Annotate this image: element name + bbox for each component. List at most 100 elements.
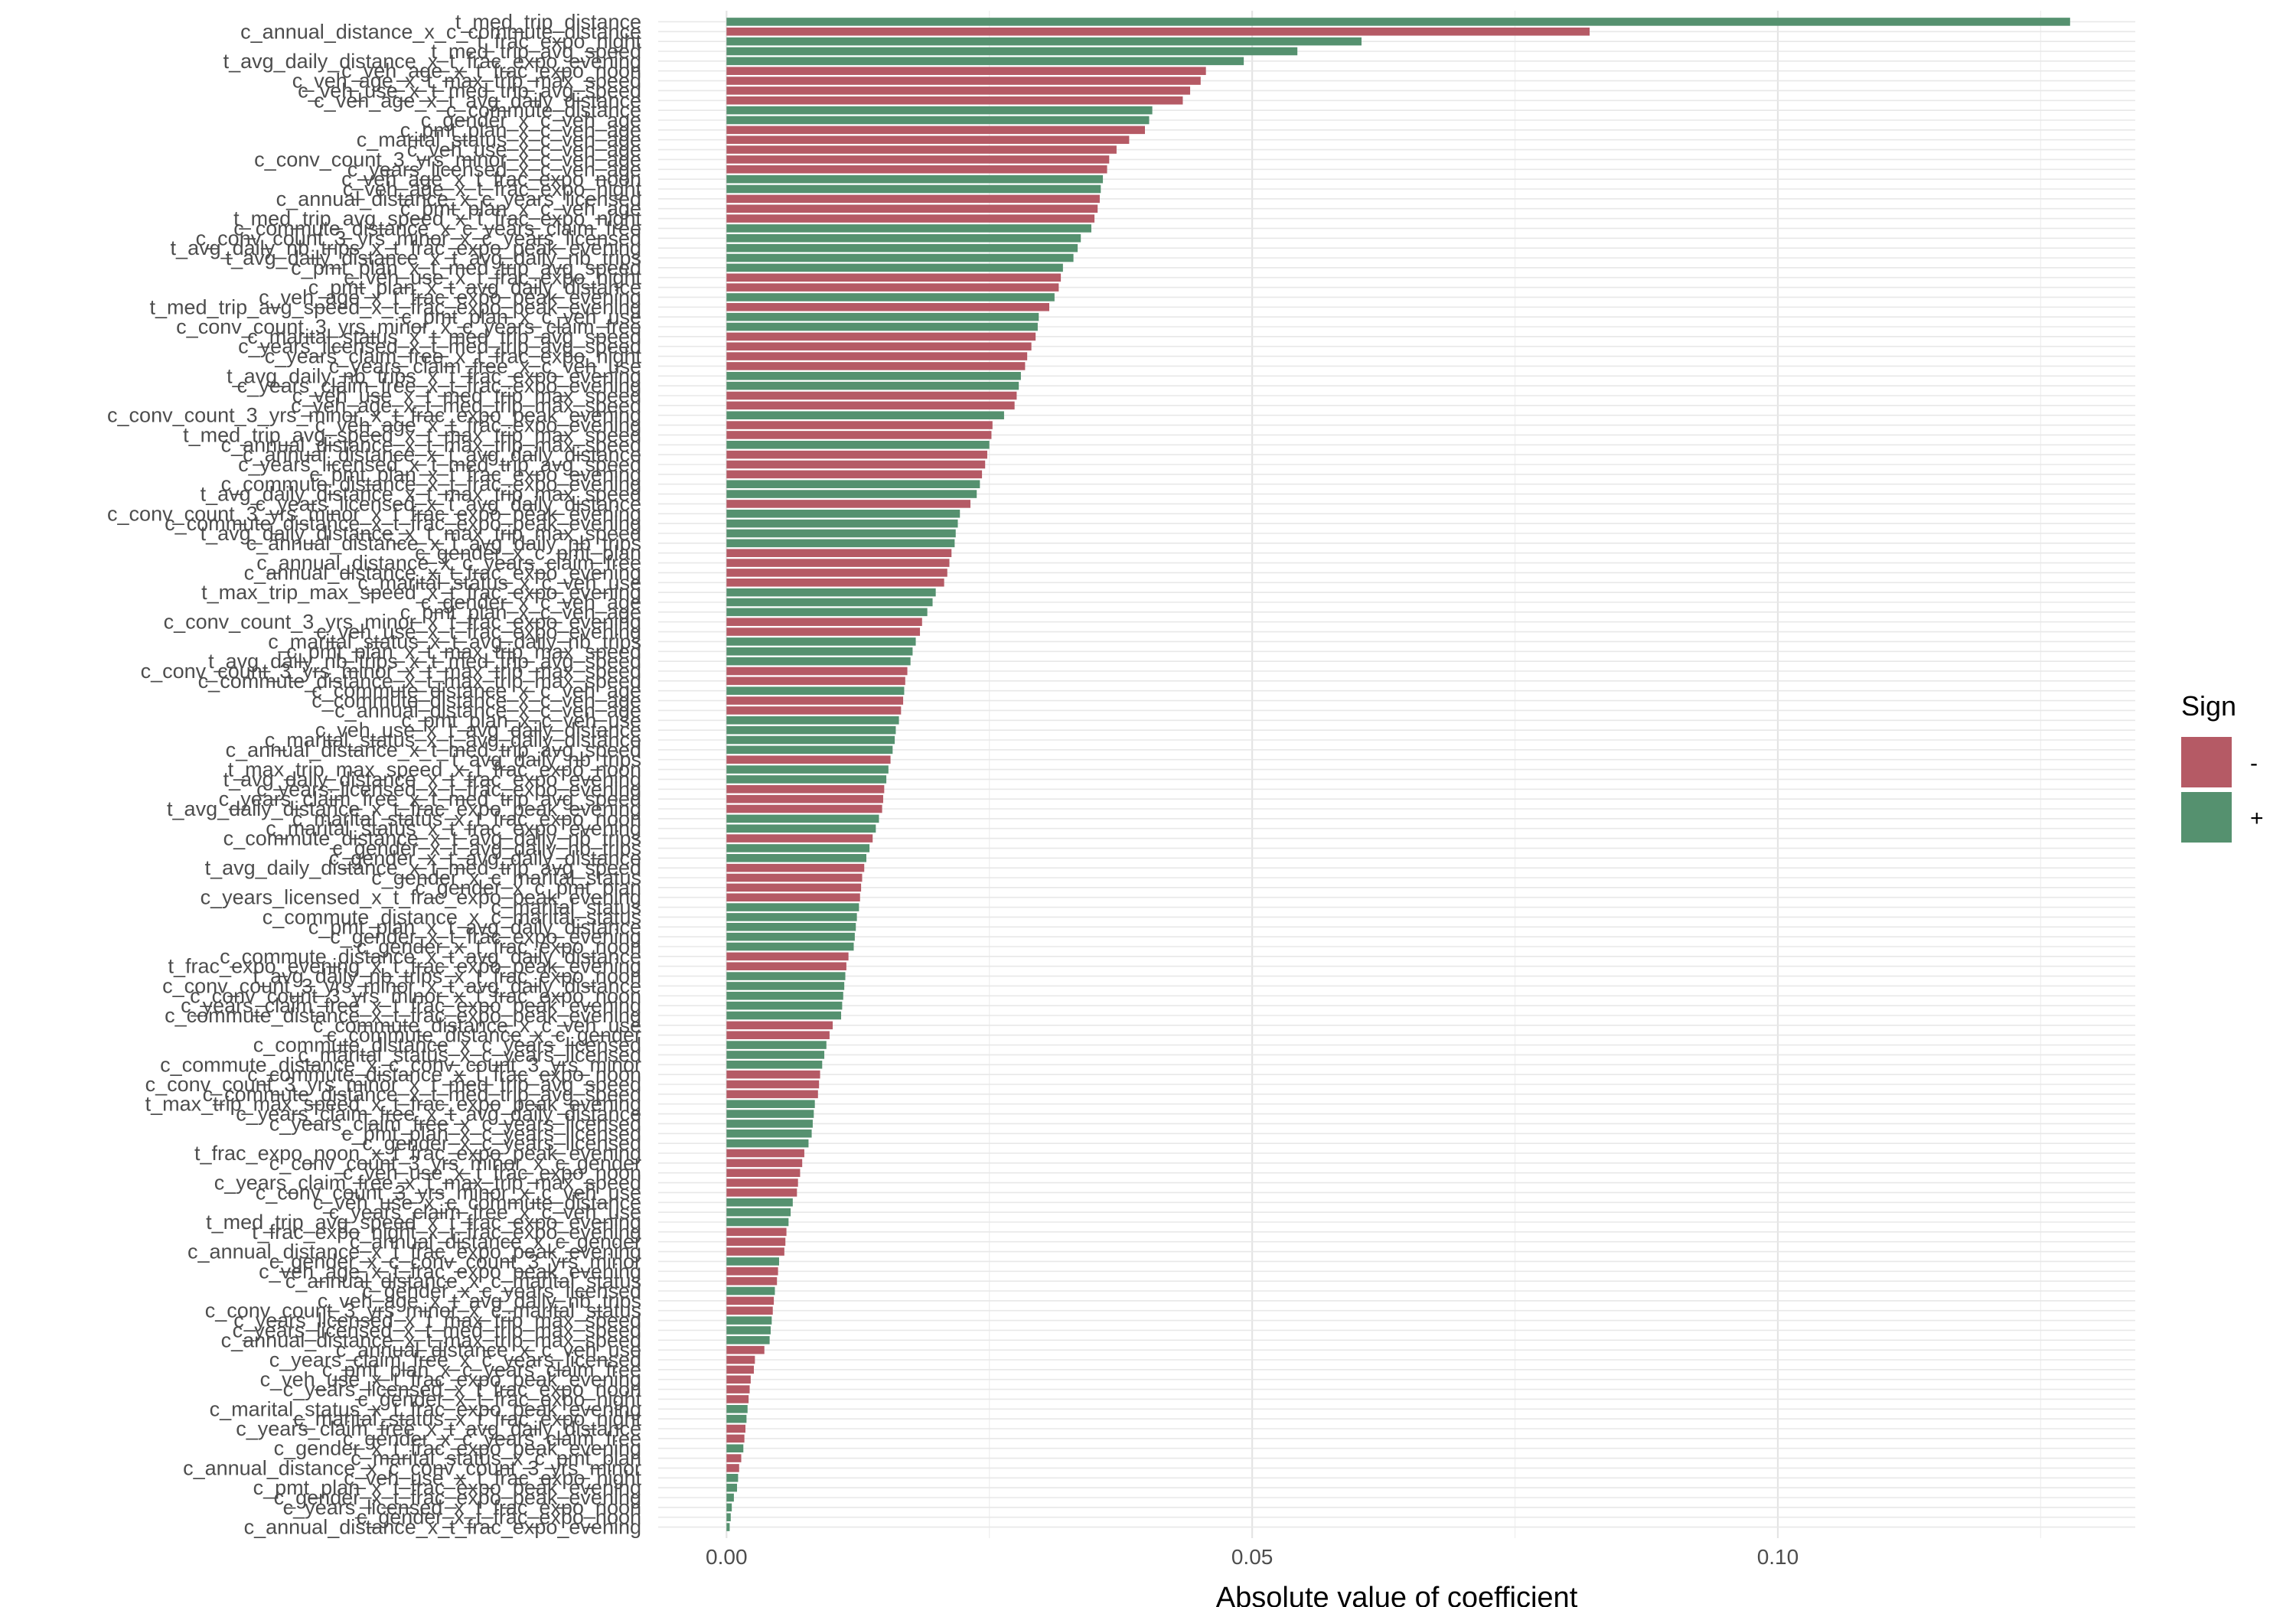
y-tick-label: c_annual_distance_x_t_max_trip_max_speed xyxy=(221,1328,641,1351)
coefficient-bar xyxy=(726,283,1059,292)
y-tick-label: c_marital_status xyxy=(491,896,641,919)
y-tick-label: c_years_claim_free_x_t_max_trip_max_spee… xyxy=(214,1172,641,1195)
y-tick-label: c_veh_use_x_c_veh_age xyxy=(407,139,641,161)
y-tick-label: c_veh_age_x_t_frac_expo_noon xyxy=(341,60,641,83)
coefficient-bar xyxy=(726,745,893,755)
y-tick-label: c_veh_age_x_t_avg_daily_nb_trips xyxy=(318,1289,641,1312)
y-tick-label: c_commute_distance_x_t_max_trip_max_spee… xyxy=(198,670,641,693)
coefficient-bar xyxy=(726,647,913,656)
y-tick-label: c_gender_x_t_frac_expo_noon xyxy=(357,1506,641,1529)
coefficient-bar xyxy=(726,253,1074,262)
y-tick-label: c_pmt_plan_x_t_avg_daily_distance xyxy=(308,915,641,938)
y-tick-label: c_commute_distance_x_c_veh_use xyxy=(313,1014,641,1037)
y-tick-label: c_conv_count_3_yrs_minor_x_t_avg_daily_d… xyxy=(162,974,641,997)
y-tick-label: c_marital_status_x_t_frac_expo_noon xyxy=(292,807,641,830)
y-tick-label: c_pmt_plan_x_c_veh_use xyxy=(401,305,641,328)
coefficient-bar xyxy=(726,391,1017,400)
y-tick-label: t_avg_daily_nb_trips_x_t_frac_expo_eveni… xyxy=(227,364,641,387)
coefficient-bar xyxy=(726,1424,746,1433)
coefficient-bar xyxy=(726,1139,809,1148)
y-tick-label: c_gender_x_c_marital_status xyxy=(371,866,641,889)
coefficient-bar xyxy=(726,696,904,705)
coefficient-bar xyxy=(726,1296,775,1305)
y-tick-label: t_med_trip_avg_speed_x_t_max_trip_max_sp… xyxy=(183,423,641,446)
coefficient-bar xyxy=(726,1493,734,1502)
coefficient-bar xyxy=(726,1336,770,1345)
coefficient-bar xyxy=(726,549,952,557)
coefficient-bar xyxy=(726,135,1130,144)
coefficient-bar xyxy=(726,735,895,745)
coefficient-bar xyxy=(726,1061,823,1069)
coefficient-bar xyxy=(726,293,1055,302)
y-tick-label: c_veh_age_x_t_frac_expo_peak_evening xyxy=(259,285,641,308)
y-tick-label: c_gender_x_t_avg_daily_nb_trips xyxy=(332,836,641,859)
y-tick-label: c_pmt_plan_x_t_med_trip_avg_speed xyxy=(291,256,641,279)
coefficient-bar xyxy=(726,579,944,587)
y-tick-label: c_gender_x_c_veh_age xyxy=(421,591,641,614)
coefficient-bar xyxy=(726,1444,744,1452)
coefficient-bar xyxy=(726,598,933,607)
coefficient-bar xyxy=(726,77,1201,85)
y-tick-label: c_veh_use_x_t_frac_expo_night xyxy=(344,266,641,289)
coefficient-bar xyxy=(726,1316,772,1325)
coefficient-bar xyxy=(726,312,1039,321)
coefficient-bar xyxy=(726,204,1098,213)
coefficient-bar xyxy=(726,755,891,764)
coefficient-bar xyxy=(726,883,862,892)
coefficient-bar xyxy=(726,588,936,597)
y-tick-label: t_frac_expo_night_x_t_frac_expo_evening xyxy=(252,1221,641,1244)
coefficient-bar xyxy=(726,1513,731,1521)
coefficient-bar xyxy=(726,1051,825,1059)
y-tick-label: c_pmt_plan_x_t_avg_daily_distance xyxy=(308,276,641,299)
coefficient-bar xyxy=(726,263,1063,272)
x-axis-ticks: 0.00 0.05 0.10 xyxy=(706,1545,1799,1569)
y-tick-label: c_commute_distance_x_t_frac_expo_evening xyxy=(221,473,641,496)
y-tick-label: c_veh_use_x_t_med_trip_avg_speed xyxy=(298,79,641,102)
y-tick-label: c_conv_count_3_yrs_minor_x_t_frac_expo_p… xyxy=(107,404,641,427)
y-tick-label: t_med_trip_avg_speed_x_t_frac_expo_peak_… xyxy=(150,295,641,318)
coefficient-bar xyxy=(726,1267,778,1276)
y-tick-label: c_veh_age_x_t_frac_expo_night xyxy=(343,178,642,200)
y-tick-label: c_years_claim_free_x_c_veh_use xyxy=(329,1201,641,1224)
y-axis-labels: t_med_trip_distancec_annual_distance_x_c… xyxy=(107,10,641,1538)
coefficient-bar xyxy=(726,194,1100,204)
y-tick-label: c_years_claim_free_x_t_frac_expo_peak_ev… xyxy=(181,994,641,1017)
y-tick-label: c_pmt_plan_x_t_max_trip_max_speed xyxy=(286,640,641,663)
legend-key-negative xyxy=(2181,737,2232,787)
coefficient-bar xyxy=(726,1326,771,1335)
y-tick-label: t_avg_daily_distance_x_t_frac_expo_eveni… xyxy=(223,768,641,790)
y-tick-label: c_conv_count_3_yrs_minor_x_c_gender xyxy=(269,1152,641,1175)
y-tick-label: c_years_claim_free_x_t_frac_expo_evening xyxy=(237,374,641,397)
coefficient-bar xyxy=(726,1227,787,1237)
y-tick-label: c_years_claim_free_x_t_med_trip_avg_spee… xyxy=(219,787,641,810)
coefficient-bar xyxy=(726,529,956,538)
coefficient-bar xyxy=(726,1395,749,1403)
coefficient-bar xyxy=(726,184,1101,194)
coefficient-bar xyxy=(726,982,845,990)
y-tick-label: t_avg_daily_distance_x_t_max_trip_max_sp… xyxy=(201,483,641,506)
y-tick-label: c_gender_x_c_years_licensed xyxy=(362,1132,641,1155)
coefficient-bar xyxy=(726,1001,843,1010)
coefficient-bar xyxy=(726,145,1117,154)
y-tick-label: c_conv_count_3_yrs_minor_x_c_veh_use xyxy=(256,1181,641,1204)
coefficient-bar xyxy=(726,1434,745,1443)
coefficient-bar xyxy=(726,569,947,577)
coefficient-bar xyxy=(726,873,863,882)
y-tick-label: c_gender_x_t_avg_daily_distance xyxy=(329,846,641,869)
coefficient-bar xyxy=(726,992,843,1000)
y-tick-label: c_years_claim_free_x_c_veh_use xyxy=(329,354,641,377)
coefficient-bar xyxy=(726,1257,779,1266)
y-tick-label: c_gender_x_c_years_licensed xyxy=(362,1279,641,1302)
y-tick-label: c_veh_age_x_t_frac_expo_evening xyxy=(315,414,641,437)
coefficient-bar xyxy=(726,1208,791,1217)
y-tick-label: c_gender_x_c_years_claim_free xyxy=(343,1427,641,1450)
coefficient-bar xyxy=(726,519,958,528)
y-tick-label: c_commute_distance_x_c_years_claim_free xyxy=(233,217,641,240)
coefficient-bar xyxy=(726,460,986,469)
coefficient-bar xyxy=(726,214,1095,223)
y-tick-label: c_years_claim_free_x_t_frac_expo_night xyxy=(265,345,642,368)
coefficient-bar xyxy=(726,913,857,921)
y-tick-label: t_max_trip_max_speed_x_t_frac_expo_eveni… xyxy=(201,581,641,604)
coefficient-bar xyxy=(726,794,883,804)
y-tick-label: c_annual_distance_x_c_commute_distance xyxy=(240,20,641,43)
